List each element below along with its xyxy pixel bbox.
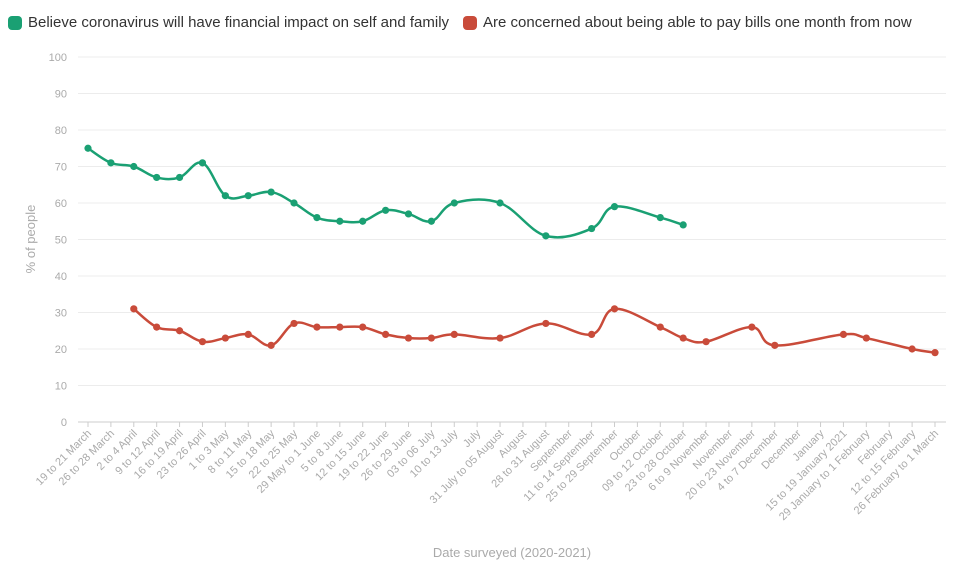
data-point-0[interactable] [656, 214, 664, 222]
data-point-0[interactable] [244, 192, 252, 200]
legend: Believe coronavirus will have financial … [8, 14, 918, 31]
data-point-0[interactable] [450, 199, 458, 207]
data-point-1[interactable] [175, 327, 184, 335]
data-point-1[interactable] [542, 319, 550, 328]
data-point-0[interactable] [542, 232, 550, 240]
data-point-1[interactable] [496, 334, 504, 342]
legend-label-financial-impact: Believe coronavirus will have financial … [28, 14, 450, 31]
series-points [84, 144, 939, 357]
y-tick-label-40: 40 [55, 271, 67, 283]
data-point-1[interactable] [153, 323, 161, 331]
y-axis-label: % of people [23, 205, 38, 274]
data-point-1[interactable] [404, 334, 413, 342]
data-point-0[interactable] [427, 217, 435, 225]
data-point-1[interactable] [244, 330, 252, 338]
y-tick-label-100: 100 [49, 52, 67, 64]
data-point-1[interactable] [313, 323, 321, 331]
data-point-1[interactable] [290, 319, 298, 328]
data-point-1[interactable] [931, 349, 939, 357]
series-lines [87, 147, 936, 354]
data-point-1[interactable] [427, 334, 435, 342]
y-tick-label-70: 70 [55, 162, 67, 174]
series-line-1 [132, 307, 936, 354]
data-point-1[interactable] [198, 338, 207, 346]
data-point-1[interactable] [862, 334, 870, 342]
data-point-0[interactable] [610, 203, 619, 211]
data-point-1[interactable] [610, 305, 619, 313]
data-point-1[interactable] [130, 305, 138, 313]
data-point-0[interactable] [290, 199, 298, 207]
data-point-1[interactable] [702, 338, 710, 346]
y-tick-label-90: 90 [55, 89, 67, 101]
data-point-1[interactable] [748, 323, 756, 331]
data-point-0[interactable] [153, 173, 161, 182]
y-tick-label-20: 20 [55, 344, 67, 356]
data-point-0[interactable] [679, 221, 687, 229]
data-point-1[interactable] [908, 345, 916, 353]
data-point-1[interactable] [588, 330, 596, 338]
data-point-1[interactable] [381, 330, 390, 338]
data-point-1[interactable] [839, 330, 848, 338]
y-tick-label-10: 10 [55, 381, 67, 393]
data-point-0[interactable] [313, 214, 321, 222]
legend-swatch-financial-impact [8, 15, 22, 30]
data-point-1[interactable] [267, 341, 275, 349]
data-point-1[interactable] [221, 334, 229, 342]
y-tick-label-0: 0 [61, 417, 67, 429]
data-point-0[interactable] [267, 188, 275, 196]
grid-lines [78, 56, 946, 427]
data-point-0[interactable] [588, 224, 596, 233]
data-point-1[interactable] [679, 334, 687, 342]
x-axis-label: Date surveyed (2020-2021) [433, 545, 591, 560]
y-tick-label-80: 80 [55, 125, 67, 137]
data-point-1[interactable] [450, 330, 458, 338]
legend-label-pay-bills: Are concerned about being able to pay bi… [483, 14, 912, 31]
legend-swatch-pay-bills [463, 15, 478, 30]
data-point-1[interactable] [359, 323, 367, 331]
data-point-0[interactable] [336, 217, 344, 225]
y-tick-labels: 0 10 20 30 40 50 60 70 80 90 100 [49, 52, 67, 429]
legend-item-financial-impact[interactable]: Believe coronavirus will have financial … [8, 14, 449, 31]
y-tick-label-60: 60 [55, 198, 67, 210]
data-point-0[interactable] [107, 159, 115, 167]
data-point-0[interactable] [175, 173, 184, 182]
series-line-0 [87, 147, 684, 239]
data-point-0[interactable] [221, 192, 229, 200]
data-point-0[interactable] [359, 217, 367, 225]
data-point-0[interactable] [404, 210, 413, 218]
y-tick-label-50: 50 [55, 235, 67, 247]
data-point-1[interactable] [336, 323, 344, 331]
data-point-1[interactable] [771, 341, 779, 349]
data-point-0[interactable] [198, 159, 207, 167]
legend-item-pay-bills[interactable]: Are concerned about being able to pay bi… [463, 14, 912, 31]
data-point-0[interactable] [496, 199, 504, 207]
data-point-1[interactable] [656, 323, 664, 331]
data-point-0[interactable] [84, 144, 92, 152]
y-tick-label-30: 30 [55, 308, 67, 320]
data-point-0[interactable] [381, 206, 390, 214]
data-point-0[interactable] [130, 162, 138, 171]
